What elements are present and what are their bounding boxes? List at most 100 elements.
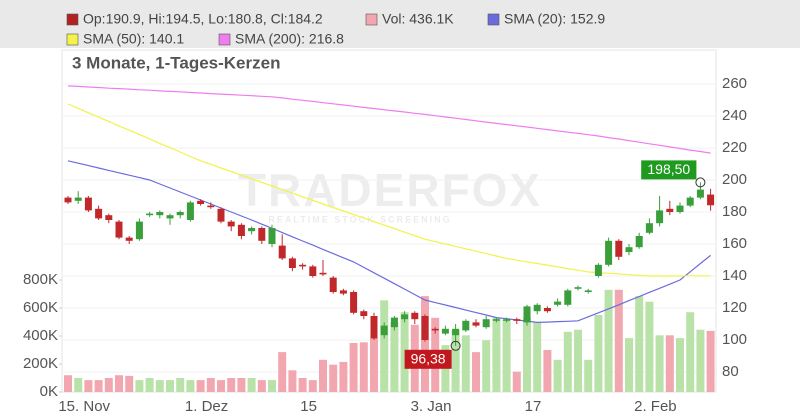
x-tick-label: 1. Dez — [185, 398, 228, 415]
candle-body — [217, 208, 225, 222]
candle-body — [95, 208, 103, 219]
x-tick-label: 15 — [300, 398, 317, 415]
volume-bar — [574, 329, 582, 392]
volume-bar — [104, 378, 113, 392]
y2-tick-label: 800K — [23, 271, 58, 288]
annotation-label: 96,38 — [411, 350, 446, 366]
candle-body — [370, 316, 378, 339]
volume-bar — [329, 364, 338, 392]
volume-bar — [166, 380, 174, 392]
y-tick-label: 260 — [722, 75, 747, 92]
candle-body — [594, 264, 602, 276]
candle-body — [156, 212, 164, 216]
volume-bar — [686, 312, 695, 392]
candle-body — [176, 212, 184, 216]
candle-body — [452, 328, 460, 336]
volume-bar — [472, 352, 480, 392]
candle-body — [299, 264, 307, 267]
candle-body — [248, 228, 256, 232]
volume-bar — [390, 322, 399, 392]
y-tick-label: 180 — [722, 203, 747, 220]
volume-bar — [461, 335, 470, 392]
legend-swatch — [218, 33, 231, 46]
candle-body — [554, 301, 562, 305]
volume-bar — [319, 359, 327, 392]
candle-body — [309, 266, 317, 276]
volume-bar — [257, 380, 266, 392]
candle-body — [380, 325, 388, 336]
candle-body — [503, 319, 511, 321]
volume-bar — [543, 350, 552, 392]
candle-body — [421, 316, 429, 340]
candle-body — [605, 240, 613, 265]
candle-body — [513, 319, 521, 321]
volume-bar — [298, 378, 307, 392]
annotation-box — [641, 160, 697, 180]
candle-body — [125, 237, 133, 241]
volume-bar — [421, 296, 429, 392]
annotation-box — [404, 349, 452, 369]
volume-bar — [268, 380, 276, 392]
volume-bar — [206, 378, 215, 392]
y-tick-label: 200 — [722, 171, 747, 188]
volume-bar — [288, 370, 297, 392]
volume-bar — [115, 375, 123, 392]
volume-bar — [349, 343, 358, 392]
volume-bar — [502, 319, 511, 392]
volume-bar — [74, 378, 83, 392]
candle-body — [492, 319, 500, 321]
legend-swatch — [487, 13, 500, 26]
legend-label: SMA (50): 140.1 — [83, 31, 184, 47]
volume-bar — [196, 380, 205, 392]
volume-bar — [645, 301, 654, 392]
legend-band — [0, 0, 800, 48]
volume-bar — [308, 380, 317, 392]
sma-line — [67, 160, 711, 324]
volume-bar — [186, 380, 195, 392]
candle-body — [166, 215, 174, 219]
volume-bar — [665, 335, 674, 392]
volume-bar — [64, 375, 72, 392]
y2-tick-label: 600K — [23, 299, 58, 316]
candle-body — [523, 306, 531, 323]
candle-body — [64, 197, 72, 203]
annotation-label: 198,50 — [647, 161, 690, 177]
legend-label: SMA (200): 216.8 — [235, 31, 344, 47]
volume-bar — [604, 289, 613, 392]
volume-bar — [247, 378, 256, 392]
candle-body — [258, 228, 266, 241]
y-tick-label: 120 — [722, 299, 747, 316]
candle-body — [74, 197, 82, 201]
volume-bar — [625, 338, 633, 392]
volume-bar — [533, 322, 542, 392]
candle-body — [431, 328, 439, 331]
volume-bar — [594, 315, 603, 392]
y-tick-label: 80 — [722, 363, 739, 380]
candle-body — [411, 312, 419, 320]
volume-bar — [696, 329, 705, 392]
candle-body — [676, 205, 684, 212]
subtitle: 3 Monate, 1-Tages-Kerzen — [72, 53, 280, 72]
candle-body — [462, 320, 470, 331]
candle-body — [625, 247, 633, 252]
sma-line — [67, 103, 711, 277]
x-tick-label: 17 — [525, 398, 542, 415]
candle-body — [707, 194, 715, 206]
candle-body — [339, 290, 347, 294]
candle-body — [635, 236, 643, 248]
volume-bar — [706, 330, 715, 392]
watermark-tagline: REALTIME STOCK SCREENING — [268, 214, 451, 224]
y2-tick-label: 0K — [40, 383, 58, 400]
y-tick-label: 140 — [722, 267, 747, 284]
y-tick-label: 240 — [722, 107, 747, 124]
volume-bar — [278, 352, 287, 392]
candle-body — [656, 210, 664, 224]
legend-label: Op:190.9, Hi:194.5, Lo:180.8, Cl:184.2 — [83, 11, 323, 27]
volume-bar — [584, 359, 593, 392]
candle-body — [268, 228, 276, 244]
volume-bar — [125, 375, 134, 392]
legend-label: SMA (20): 152.9 — [504, 11, 605, 27]
volume-bar — [227, 378, 236, 392]
volume-bar — [655, 335, 664, 392]
candle-body — [543, 308, 551, 312]
